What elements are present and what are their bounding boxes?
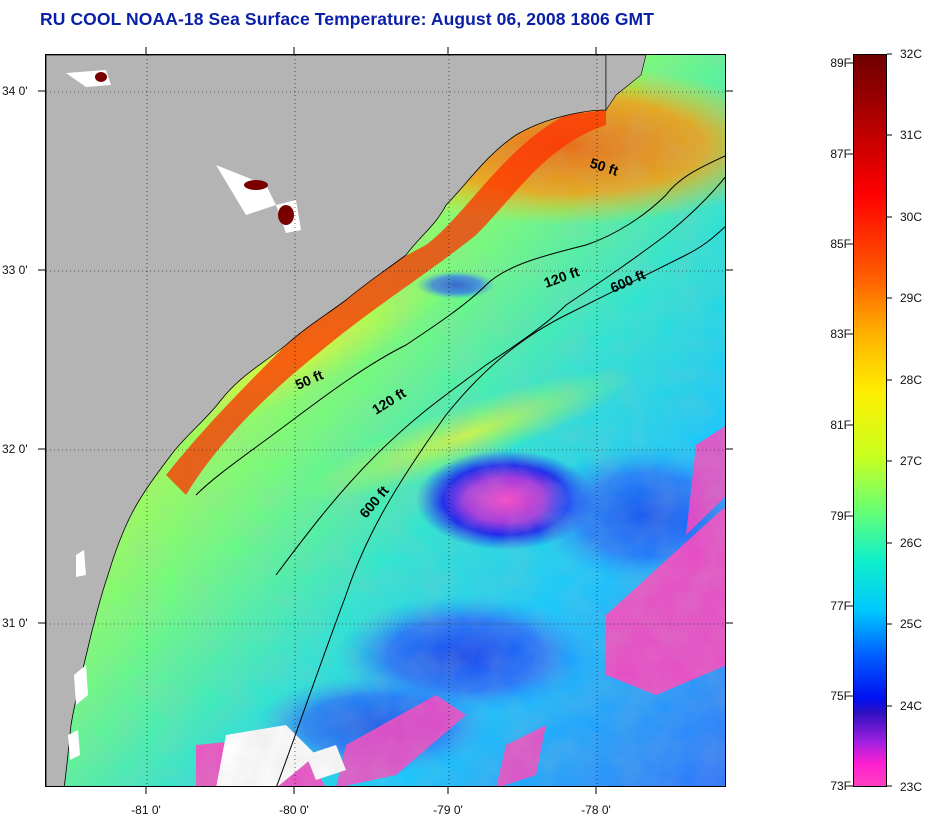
colorbar-c-26: 26C: [900, 536, 923, 550]
inland-lake-2: [278, 205, 294, 225]
lat-label-31: 31 0': [2, 616, 28, 630]
colorbar-f-77: 77F: [830, 599, 851, 613]
colorbar-f-85: 85F: [830, 237, 851, 251]
lat-label-32: 32 0': [2, 442, 28, 456]
lon-label-81: -81 0': [131, 803, 161, 817]
colorbar-c-29: 29C: [900, 291, 923, 305]
colorbar-f-79: 79F: [830, 509, 851, 523]
colorbar-c-27: 27C: [900, 454, 923, 468]
map-title: RU COOL NOAA-18 Sea Surface Temperature:…: [40, 9, 655, 29]
colorbar-f-87: 87F: [830, 147, 851, 161]
colorbar-c-25: 25C: [900, 617, 923, 631]
colorbar-c-28: 28C: [900, 373, 923, 387]
colorbar-f-73: 73F: [830, 779, 851, 793]
land-north: [605, 55, 647, 111]
cloud-over-land-2: [216, 165, 276, 215]
sst-map[interactable]: 50 ft 120 ft 600 ft 50 ft 120 ft 600 ft: [45, 54, 726, 787]
coast-cloud: [74, 665, 88, 705]
colorbar-c-30: 30C: [900, 210, 923, 224]
land-mass: [46, 55, 607, 786]
sst-map-canvas: 50 ft 120 ft 600 ft 50 ft 120 ft 600 ft: [46, 55, 725, 786]
inland-lake-3: [95, 72, 107, 82]
contour-120ft: [275, 176, 725, 576]
colorbar-f-83: 83F: [830, 327, 851, 341]
coast-cloud-3: [76, 550, 86, 577]
lon-label-78: -78 0': [581, 803, 611, 817]
contour-50ft: [195, 155, 725, 496]
graticule: [46, 55, 725, 786]
coast-cloud-2: [68, 730, 80, 760]
colorbar-f-75: 75F: [830, 689, 851, 703]
colorbar-c-24: 24C: [900, 699, 923, 713]
colorbar-c-32: 32C: [900, 47, 923, 61]
temperature-colorbar: [853, 54, 887, 787]
lat-label-34: 34 0': [2, 84, 28, 98]
colorbar-c-23: 23C: [900, 780, 923, 794]
contour-600ft: [276, 226, 725, 786]
lon-label-80: -80 0': [279, 803, 309, 817]
inland-lake: [244, 180, 268, 190]
lat-label-33: 33 0': [2, 263, 28, 277]
coastal-warm-water: [166, 110, 606, 495]
colorbar-f-81: 81F: [830, 418, 851, 432]
colorbar-c-31: 31C: [900, 128, 923, 142]
colorbar-f-89: 89F: [830, 56, 851, 70]
lon-label-79: -79 0': [433, 803, 463, 817]
